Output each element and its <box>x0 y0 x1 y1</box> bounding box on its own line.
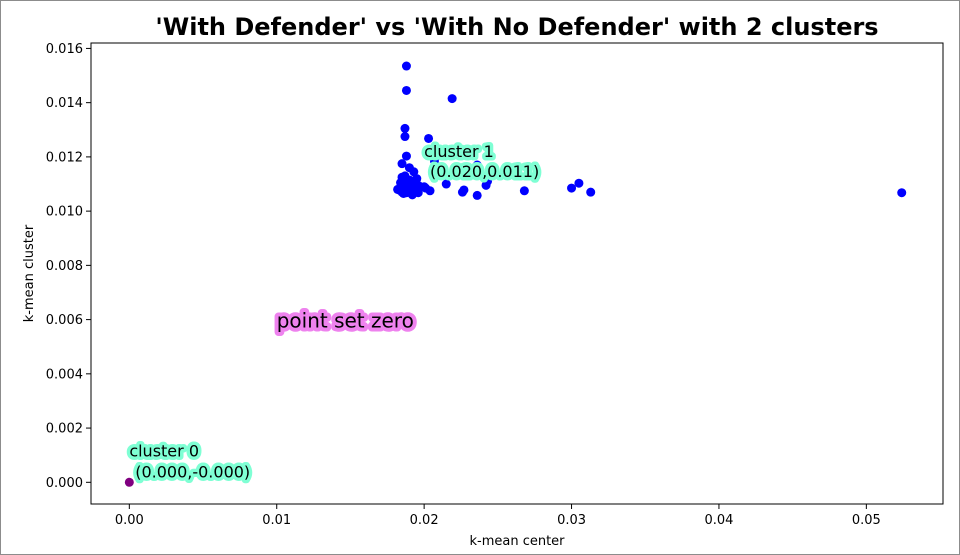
data-point <box>424 133 434 143</box>
data-point <box>429 156 439 166</box>
data-point <box>447 94 457 104</box>
y-tick-label: 0.002 <box>46 422 83 437</box>
data-point <box>897 188 907 198</box>
x-axis-ticks: 0.00 0.01 0.02 0.03 0.04 0.05 <box>115 504 881 528</box>
data-point <box>419 182 429 192</box>
annotation-label: cluster 1 <box>424 142 494 161</box>
y-tick-label: 0.010 <box>46 205 83 220</box>
plot-area <box>90 42 944 505</box>
y-tick-label: 0.008 <box>46 259 83 274</box>
y-tick-label: 0.014 <box>46 96 83 111</box>
y-tick-label: 0.004 <box>46 367 83 382</box>
data-point <box>567 183 577 193</box>
annotation-label: cluster 0 <box>129 442 199 461</box>
x-tick-label: 0.01 <box>262 513 291 528</box>
data-point <box>407 190 417 200</box>
data-point <box>409 167 419 177</box>
data-point <box>400 132 410 142</box>
y-tick-label: 0.016 <box>46 42 83 57</box>
x-tick-label: 0.03 <box>557 513 586 528</box>
data-point <box>398 189 408 199</box>
data-point <box>441 179 451 189</box>
data-point <box>519 186 529 196</box>
data-point <box>472 190 482 200</box>
data-point <box>483 176 493 186</box>
plot-frame <box>90 42 944 505</box>
x-tick-label: 0.00 <box>115 513 144 528</box>
x-tick-label: 0.04 <box>704 513 733 528</box>
chart-title: 'With Defender' vs 'With No Defender' wi… <box>155 13 878 41</box>
data-point <box>459 185 469 195</box>
annotations: cluster 1(0.020,0.011) point set zero clus… <box>126 138 543 485</box>
y-axis-ticks: 0.000 0.002 0.004 0.006 0.008 0.010 0.012 0.014… <box>46 42 91 491</box>
data-point <box>401 85 411 95</box>
data-point <box>400 123 410 133</box>
data-point <box>397 159 407 169</box>
x-tick-label: 0.05 <box>852 513 881 528</box>
annotation-label: (0.000,-0.000) <box>135 462 250 481</box>
y-tick-label: 0.000 <box>46 476 83 491</box>
data-point <box>124 477 134 487</box>
y-tick-label: 0.012 <box>46 150 83 165</box>
data-point <box>574 178 584 188</box>
y-axis-label: k-mean cluster <box>22 224 37 322</box>
annotation-label: point set zero <box>277 309 414 333</box>
data-point <box>401 61 411 71</box>
data-points <box>124 61 907 487</box>
data-point <box>472 160 482 170</box>
data-point <box>586 187 596 197</box>
data-point <box>401 151 411 161</box>
annotation-label: (0.020,0.011) <box>430 162 539 181</box>
x-axis-label: k-mean center <box>469 534 565 549</box>
x-tick-label: 0.02 <box>410 513 439 528</box>
y-tick-label: 0.006 <box>46 313 83 328</box>
